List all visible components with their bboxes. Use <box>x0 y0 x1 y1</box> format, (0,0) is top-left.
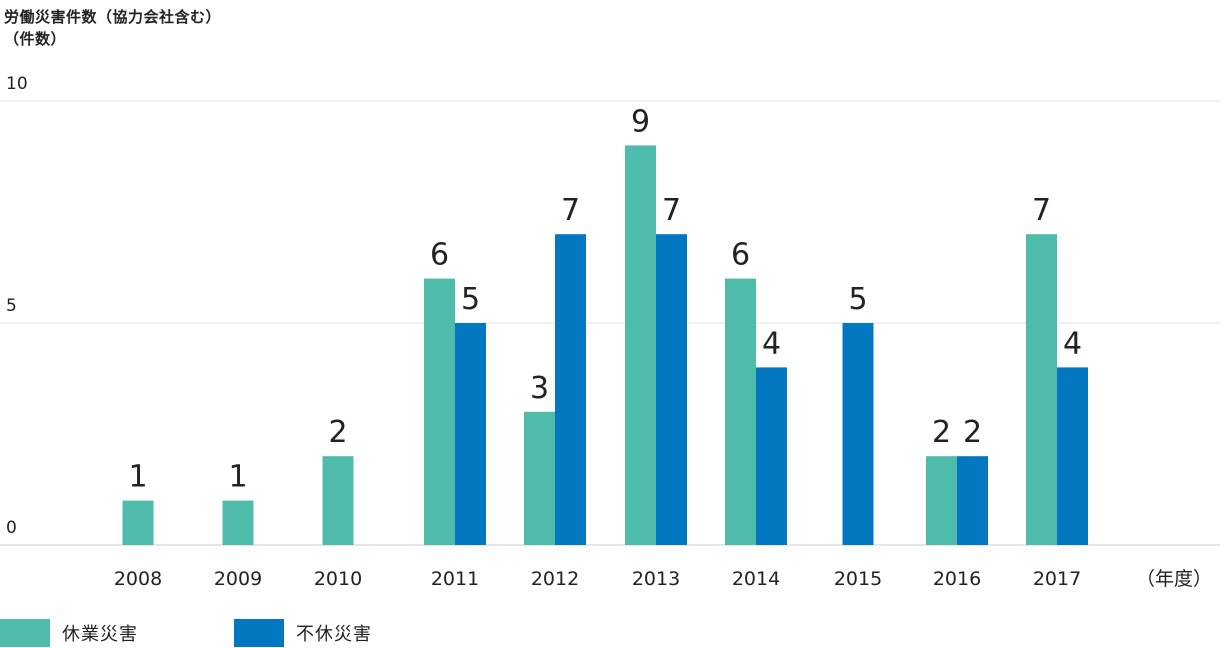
bar-2012-series-1 <box>555 234 586 545</box>
data-label-2016-series-0: 2 <box>932 415 951 450</box>
x-tick-label-2008: 2008 <box>114 568 162 590</box>
bar-2010-series-0 <box>322 456 354 545</box>
data-label-2012-series-0: 3 <box>530 371 549 406</box>
x-tick-label-2009: 2009 <box>214 568 262 590</box>
y-tick-label-10: 10 <box>6 74 28 94</box>
data-label-2011-series-1: 5 <box>461 282 480 317</box>
data-label-2014-series-0: 6 <box>731 238 750 273</box>
data-label-2008-series-0: 1 <box>128 460 147 495</box>
bar-chart: 1050120081200922010652011372012972013642… <box>0 74 1220 590</box>
data-label-2017-series-0: 7 <box>1032 193 1051 228</box>
bar-2011-series-0 <box>424 278 455 545</box>
bar-2017-series-0 <box>1026 234 1057 545</box>
data-label-2010-series-0: 2 <box>328 415 347 450</box>
data-label-2017-series-1: 4 <box>1063 326 1082 361</box>
legend-item-series-1: 不休災害 <box>234 618 372 648</box>
legend-swatch-series-0 <box>0 619 50 647</box>
legend-label-series-1: 不休災害 <box>296 624 372 645</box>
bar-2015-series-1 <box>842 323 874 545</box>
bar-2017-series-1 <box>1057 367 1088 545</box>
chart-title: 労働災害件数（協力会社含む） <box>4 8 222 26</box>
x-tick-label-2010: 2010 <box>314 568 362 590</box>
data-label-2013-series-0: 9 <box>631 104 650 139</box>
y-axis-unit-label: （件数） <box>4 30 67 48</box>
x-axis-unit-label: （年度） <box>1136 568 1212 590</box>
data-label-2016-series-1: 2 <box>963 415 982 450</box>
legend-swatch-series-1 <box>234 619 284 647</box>
data-label-2013-series-1: 7 <box>662 193 681 228</box>
x-tick-label-2011: 2011 <box>431 568 479 590</box>
bar-2012-series-0 <box>524 411 555 545</box>
data-label-2011-series-0: 6 <box>430 238 449 273</box>
data-label-2009-series-0: 1 <box>228 460 247 495</box>
legend-item-series-0: 休業災害 <box>0 618 138 648</box>
bar-2016-series-1 <box>957 456 988 545</box>
y-tick-label-5: 5 <box>6 296 17 316</box>
legend-label-series-0: 休業災害 <box>62 624 138 645</box>
bar-2008-series-0 <box>122 500 154 545</box>
data-label-2014-series-1: 4 <box>762 326 781 361</box>
x-tick-label-2012: 2012 <box>531 568 579 590</box>
bar-2011-series-1 <box>455 323 486 545</box>
bar-2009-series-0 <box>222 500 254 545</box>
bar-2014-series-1 <box>756 367 787 545</box>
bar-2016-series-0 <box>926 456 957 545</box>
y-tick-label-0: 0 <box>6 518 17 538</box>
x-tick-label-2017: 2017 <box>1033 568 1081 590</box>
bar-2014-series-0 <box>725 278 756 545</box>
bar-2013-series-0 <box>625 145 656 545</box>
x-tick-label-2013: 2013 <box>632 568 680 590</box>
bar-2013-series-1 <box>656 234 687 545</box>
x-tick-label-2016: 2016 <box>933 568 981 590</box>
x-tick-label-2015: 2015 <box>834 568 882 590</box>
data-label-2015-series-1: 5 <box>848 282 867 317</box>
x-tick-label-2014: 2014 <box>732 568 780 590</box>
data-label-2012-series-1: 7 <box>561 193 580 228</box>
